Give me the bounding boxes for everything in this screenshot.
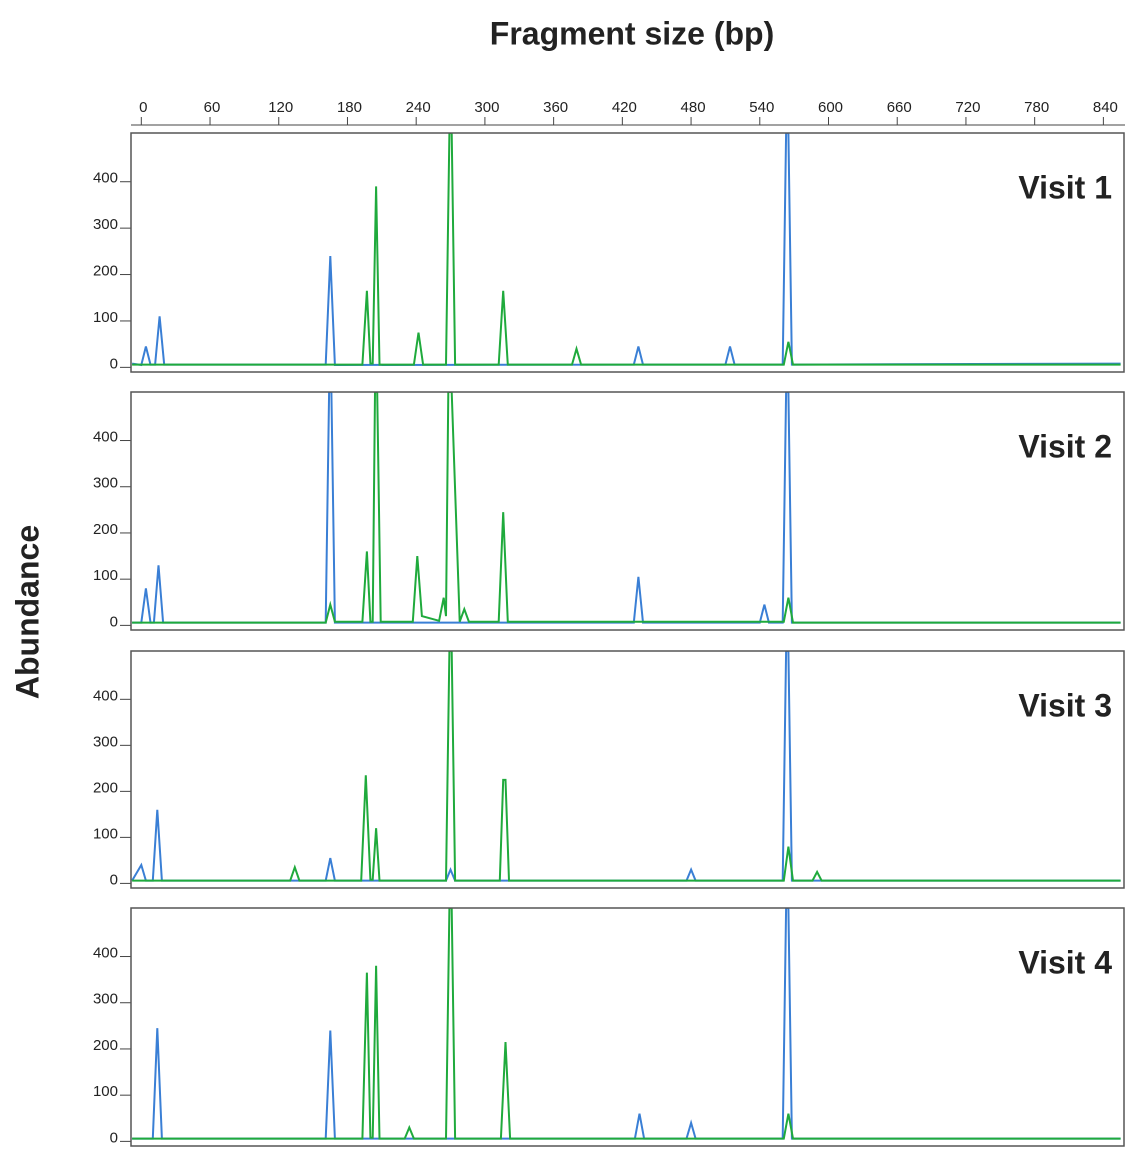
x-tick-label: 840 (1093, 99, 1118, 116)
series-line (131, 133, 1121, 367)
panel-title: Visit 3 (1018, 687, 1112, 723)
panel-title: Visit 1 (1018, 169, 1112, 205)
x-tick-label: 600 (818, 99, 843, 116)
panel-title: Visit 2 (1018, 428, 1112, 464)
panel-frame (130, 391, 1125, 631)
series-line (131, 651, 1121, 882)
y-tick-label: 400 (93, 944, 118, 961)
x-tick-label: 780 (1024, 99, 1049, 116)
x-tick-label: 240 (406, 99, 431, 116)
y-tick-label: 300 (93, 733, 118, 750)
y-tick-label: 400 (93, 687, 118, 704)
y-tick-label: 100 (93, 1083, 118, 1100)
series-line (132, 908, 1121, 1140)
x-tick-label: 180 (337, 99, 362, 116)
x-tick-label: 300 (474, 99, 499, 116)
x-axis-title: Fragment size (bp) (490, 15, 774, 51)
series-line (132, 392, 1121, 624)
y-tick-label: 0 (110, 355, 118, 372)
panel-frame (130, 907, 1125, 1147)
y-tick-label: 400 (93, 170, 118, 187)
y-tick-label: 0 (110, 1129, 118, 1146)
panel-title: Visit 4 (1018, 944, 1112, 980)
series-line (132, 133, 1121, 366)
y-tick-label: 0 (110, 613, 118, 630)
y-tick-label: 0 (110, 871, 118, 888)
series-line (132, 908, 1121, 1140)
x-tick-label: 360 (543, 99, 568, 116)
x-tick-label: 540 (749, 99, 774, 116)
series-line (132, 392, 1121, 624)
y-tick-label: 100 (93, 825, 118, 842)
x-tick-label: 660 (887, 99, 912, 116)
y-axis-title: Abundance (9, 525, 45, 699)
x-tick-label: 120 (268, 99, 293, 116)
y-tick-label: 100 (93, 567, 118, 584)
y-tick-label: 100 (93, 309, 118, 326)
y-tick-label: 200 (93, 263, 118, 280)
x-tick-label: 0 (139, 99, 147, 116)
y-tick-label: 200 (93, 1037, 118, 1054)
x-tick-label: 720 (955, 99, 980, 116)
y-tick-label: 300 (93, 475, 118, 492)
x-tick-label: 420 (612, 99, 637, 116)
panel-frame (130, 650, 1125, 889)
x-tick-label: 60 (204, 99, 221, 116)
series-line (132, 651, 1121, 882)
y-tick-label: 200 (93, 779, 118, 796)
x-tick-label: 480 (681, 99, 706, 116)
y-tick-label: 300 (93, 216, 118, 233)
y-tick-label: 400 (93, 428, 118, 445)
y-tick-label: 300 (93, 991, 118, 1008)
y-tick-label: 200 (93, 521, 118, 538)
panel-frame (130, 132, 1125, 373)
